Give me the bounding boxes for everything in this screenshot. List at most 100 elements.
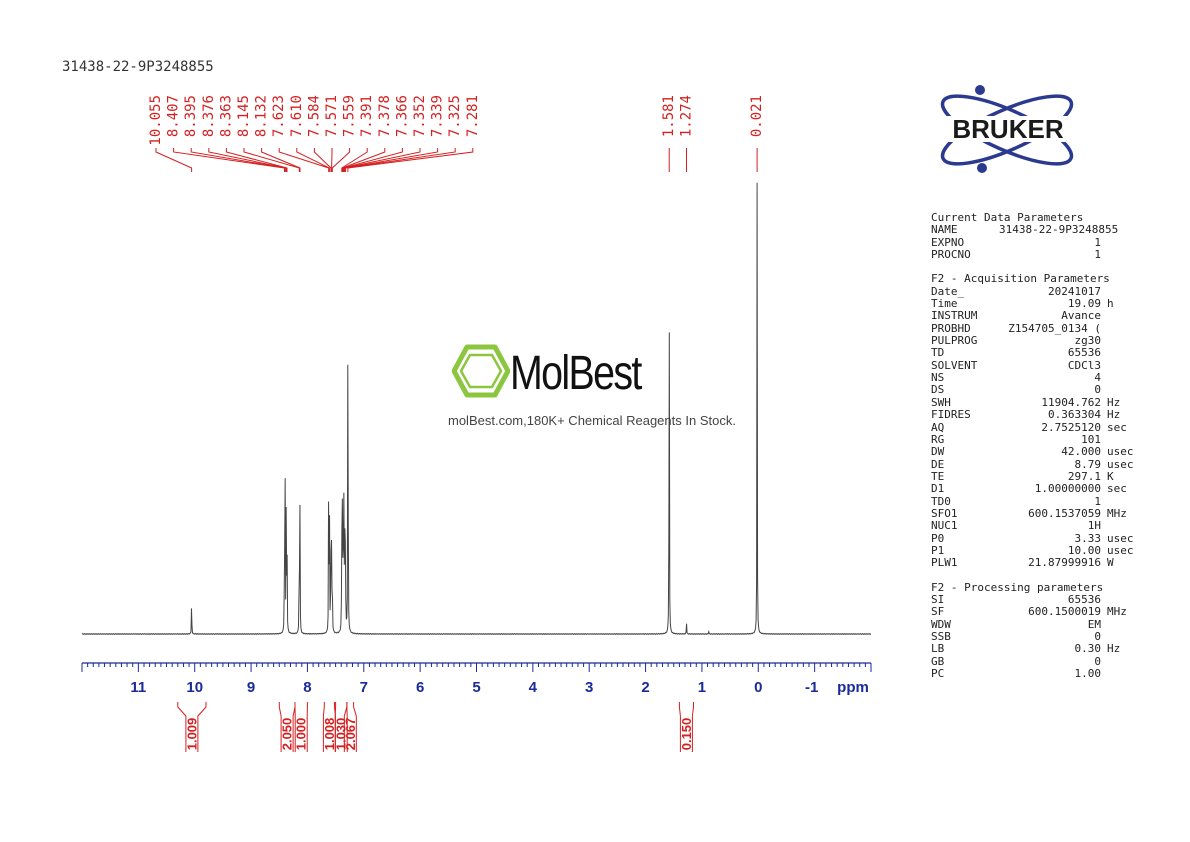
molbest-watermark: MolBest molBest.com,180K+ Chemical Reage… bbox=[448, 340, 748, 435]
param-value: 1.00 bbox=[999, 668, 1101, 680]
param-unit bbox=[1101, 224, 1107, 236]
axis-tick-label: 4 bbox=[529, 679, 538, 696]
param-row: INSTRUM Avance bbox=[931, 310, 1146, 322]
param-value: 1 bbox=[999, 249, 1101, 261]
peak-leader-line bbox=[262, 148, 300, 172]
param-value: 0.30 bbox=[999, 643, 1101, 655]
param-row: SF 600.1500019 MHz bbox=[931, 606, 1146, 618]
param-unit: usec bbox=[1101, 446, 1134, 458]
integral-value: 2.067 bbox=[343, 718, 358, 751]
param-row: GB 0 bbox=[931, 656, 1146, 668]
param-unit bbox=[1101, 656, 1107, 668]
param-key: DW bbox=[931, 446, 999, 458]
param-value: 65536 bbox=[999, 347, 1101, 359]
param-row: PLW1 21.87999916 W bbox=[931, 557, 1146, 569]
peak-label: 7.610 bbox=[289, 95, 305, 137]
axis-tick-label: 0 bbox=[754, 679, 762, 696]
param-row: NUC1 1H bbox=[931, 520, 1146, 532]
param-row: AQ 2.7525120 sec bbox=[931, 422, 1146, 434]
axis-tick-label: 10 bbox=[186, 679, 203, 696]
peak-label: 8.376 bbox=[201, 95, 217, 137]
param-key: FIDRES bbox=[931, 409, 999, 421]
peak-label: 8.132 bbox=[254, 95, 270, 137]
peak-label: 7.339 bbox=[430, 95, 446, 137]
param-value: 21.87999916 bbox=[999, 557, 1101, 569]
param-key: AQ bbox=[931, 422, 999, 434]
param-unit: usec bbox=[1101, 545, 1134, 557]
param-key: NUC1 bbox=[931, 520, 999, 532]
peak-leader-line bbox=[346, 148, 456, 172]
peak-label: 7.378 bbox=[377, 95, 393, 137]
section-spacer bbox=[931, 570, 1146, 582]
param-row: NS 4 bbox=[931, 372, 1146, 384]
axis-tick-label: 9 bbox=[247, 679, 255, 696]
param-key: INSTRUM bbox=[931, 310, 999, 322]
axis-unit-label: ppm bbox=[837, 679, 869, 696]
param-unit: sec bbox=[1101, 483, 1127, 495]
peak-leader-line bbox=[297, 148, 330, 172]
param-key: SF bbox=[931, 606, 999, 618]
integral-value: 1.000 bbox=[294, 718, 309, 751]
param-row: DW 42.000 usec bbox=[931, 446, 1146, 458]
axis-tick-label: 6 bbox=[416, 679, 424, 696]
param-unit: MHz bbox=[1101, 508, 1127, 520]
param-value: Avance bbox=[999, 310, 1101, 322]
axis-tick-label: 1 bbox=[698, 679, 706, 696]
peak-leader-line bbox=[174, 148, 285, 172]
peak-label: 1.581 bbox=[661, 95, 677, 137]
peak-label: 10.055 bbox=[148, 95, 164, 146]
param-row: PULPROG zg30 bbox=[931, 335, 1146, 347]
peak-leader-line bbox=[345, 148, 438, 172]
param-unit bbox=[1101, 360, 1107, 372]
param-unit: Hz bbox=[1101, 409, 1120, 421]
param-unit: usec bbox=[1101, 459, 1134, 471]
param-row: SFO1 600.1537059 MHz bbox=[931, 508, 1146, 520]
param-value: 0.363304 bbox=[999, 409, 1101, 421]
param-key: DS bbox=[931, 384, 999, 396]
peak-label: 7.584 bbox=[306, 95, 322, 137]
param-unit: sec bbox=[1101, 422, 1127, 434]
peak-labels: 10.055 8.407 8.395 8.376 8.363 8.145 8.132 7.62… bbox=[148, 95, 765, 146]
param-unit bbox=[1101, 335, 1107, 347]
param-unit bbox=[1101, 372, 1107, 384]
param-unit: h bbox=[1101, 298, 1114, 310]
param-value: 1H bbox=[999, 520, 1101, 532]
param-key: PLW1 bbox=[931, 557, 999, 569]
peak-label: 7.352 bbox=[412, 95, 428, 137]
axis-tick-label: 3 bbox=[585, 679, 593, 696]
param-value: 2.7525120 bbox=[999, 422, 1101, 434]
param-key: LB bbox=[931, 643, 999, 655]
param-row: FIDRES 0.363304 Hz bbox=[931, 409, 1146, 421]
param-unit bbox=[1101, 310, 1107, 322]
param-unit bbox=[1101, 237, 1107, 249]
param-row: SOLVENT CDCl3 bbox=[931, 360, 1146, 372]
param-value: 0 bbox=[999, 384, 1101, 396]
integrals: 1.009 2.050 1.000 1.0081.0302.067 0.150 bbox=[178, 702, 694, 752]
param-row: WDW EM bbox=[931, 619, 1146, 631]
param-unit bbox=[1101, 384, 1107, 396]
param-row: PC 1.00 bbox=[931, 668, 1146, 680]
peak-label: 7.325 bbox=[447, 95, 463, 137]
peak-label: 7.281 bbox=[465, 95, 481, 137]
param-row: NAME 31438-22-9P3248855 bbox=[931, 224, 1146, 236]
peak-label: 8.407 bbox=[166, 95, 182, 137]
param-value: 1.00000000 bbox=[999, 483, 1101, 495]
param-key: NAME bbox=[931, 224, 999, 236]
param-value: CDCl3 bbox=[999, 360, 1101, 372]
axis-tick-label: 2 bbox=[641, 679, 649, 696]
watermark-tagline: molBest.com,180K+ Chemical Reagents In S… bbox=[448, 413, 736, 428]
axis-tick-label: 11 bbox=[130, 679, 146, 696]
peak-label: 1.274 bbox=[679, 95, 695, 137]
param-unit bbox=[1101, 323, 1107, 335]
peak-label: 7.623 bbox=[271, 95, 287, 137]
param-key: PROCNO bbox=[931, 249, 999, 261]
param-row: TD 65536 bbox=[931, 347, 1146, 359]
param-section-title: F2 - Acquisition Parameters bbox=[931, 273, 1146, 285]
param-row: D1 1.00000000 sec bbox=[931, 483, 1146, 495]
ppm-axis: 11 10 9 8 7 6 5 4 3 2 1 0 -1 ppm bbox=[82, 663, 871, 696]
peak-label: 7.559 bbox=[342, 95, 358, 137]
axis-tick-label: 8 bbox=[303, 679, 311, 696]
param-unit bbox=[1101, 668, 1107, 680]
param-unit bbox=[1101, 619, 1107, 631]
peak-leader-line bbox=[348, 148, 473, 172]
